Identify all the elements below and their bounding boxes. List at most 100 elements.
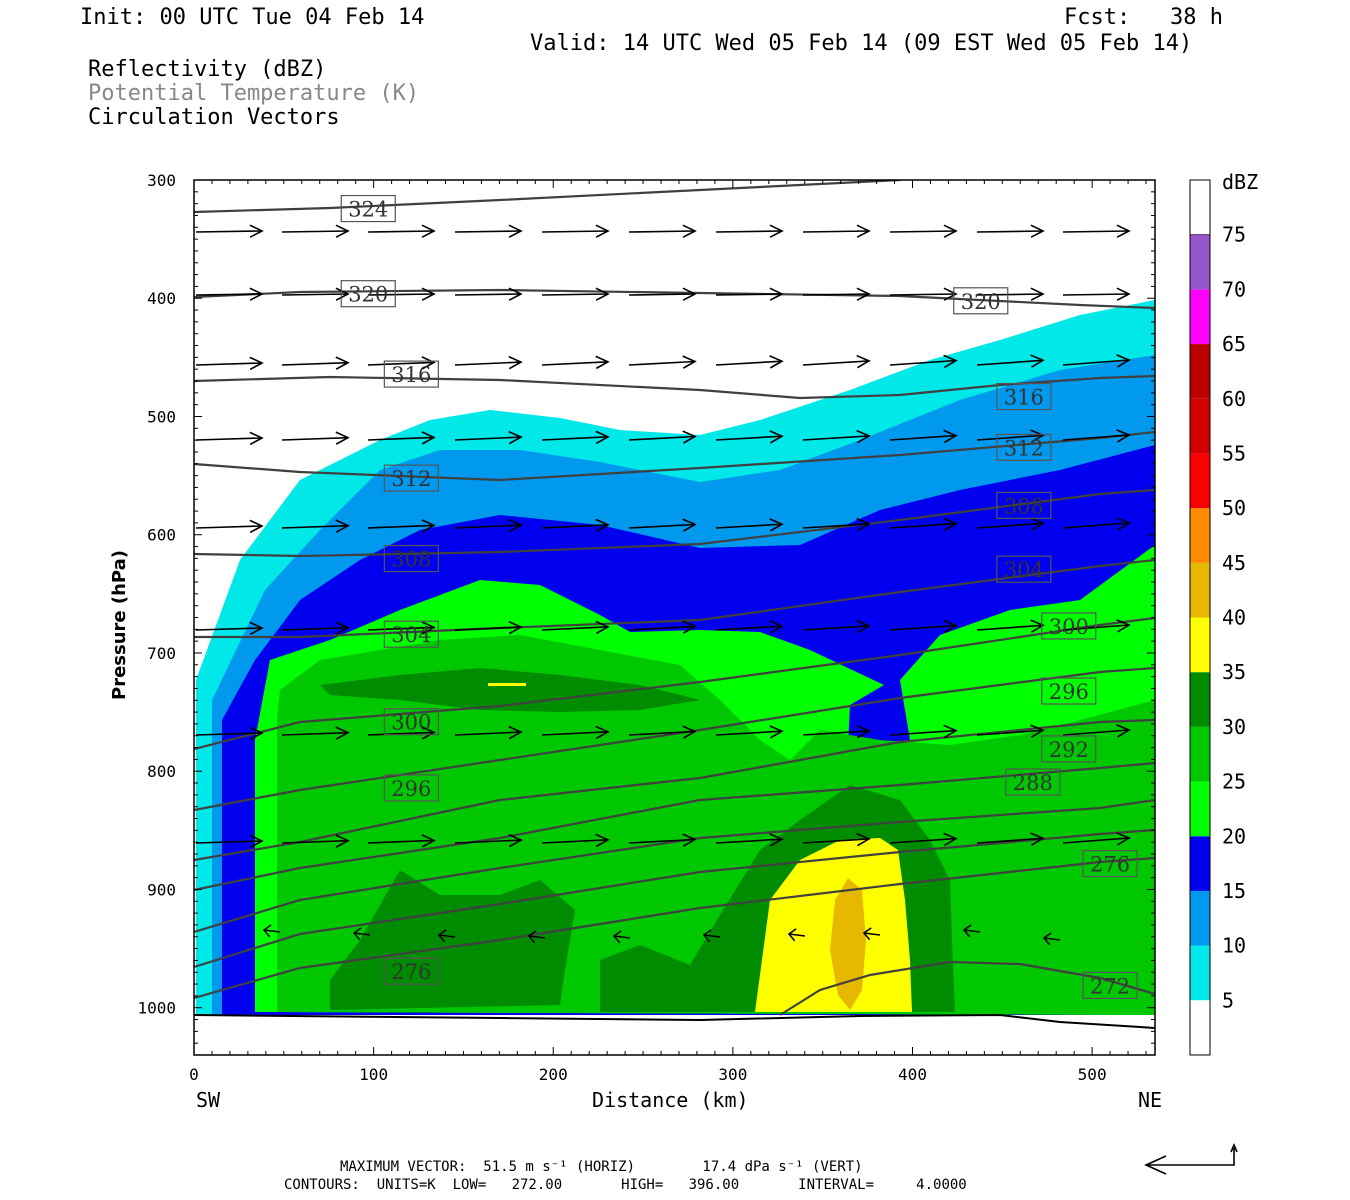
isentrope-label: 312 [996,433,1052,462]
colorbar-label: 20 [1222,824,1246,848]
svg-text:276: 276 [1090,853,1130,877]
circulation-vector [787,928,806,942]
svg-text:316: 316 [1004,386,1044,410]
colorbar-box [1190,398,1210,454]
circulation-vector [628,620,697,634]
circulation-vector [889,832,958,847]
circulation-vector [527,930,546,944]
circulation-vector [454,725,523,740]
init-time: Init: 00 UTC Tue 04 Feb 14 [80,5,425,30]
x-axis-title: Distance (km) [592,1088,749,1112]
circulation-vector [715,518,784,532]
isentrope-label: 300 [1041,612,1097,640]
isentrope-label: 304 [996,555,1052,583]
svg-text:320: 320 [961,290,1001,314]
dbz-region [330,870,575,1010]
circulation-vector [628,224,697,238]
circulation-vector [367,287,436,301]
y-tick-label: 900 [147,880,176,899]
colorbar-label: 65 [1222,332,1246,356]
circulation-vector [976,832,1045,846]
field-potential-temperature: Potential Temperature (K) [88,81,420,106]
circulation-vector [976,724,1045,738]
circulation-vector [889,429,958,444]
circulation-vector [889,619,958,634]
colorbar-box [1190,289,1210,345]
circulation-vector [715,725,784,739]
circulation-vector [802,224,871,238]
y-tick-label: 500 [147,407,176,426]
circulation-vector [889,354,958,369]
x-tick-label: 100 [359,1065,388,1084]
circulation-vector [702,929,721,943]
circulation-vector [367,834,436,848]
svg-text:308: 308 [391,548,431,572]
circulation-vector [195,431,264,446]
circulation-vector [541,224,610,238]
circulation-vector [628,430,697,444]
isentrope-label: 296 [1041,677,1097,705]
colorbar-label: 5 [1222,988,1234,1012]
circulation-vector [454,518,523,533]
circulation-vector [628,518,697,532]
colorbar-box [1190,1000,1210,1055]
circulation-vector [541,620,610,635]
circulation-vector [889,517,958,532]
circulation-vector [367,726,436,740]
isentrope-label: 308 [383,544,439,573]
isentrope [194,488,1155,558]
terrain-line [194,1013,1155,1029]
circulation-vector [454,224,523,238]
isentrope-label: 276 [383,957,439,985]
circulation-vector [1062,517,1131,531]
circulation-vector [454,430,523,445]
circulation-vector [281,834,350,848]
y-tick-label: 300 [147,171,176,190]
isentrope [194,761,1155,892]
circulation-vector [541,430,610,445]
circulation-vector [541,833,610,848]
circulation-vector [195,224,264,238]
colorbar-label: 60 [1222,387,1246,411]
circulation-vector [1042,932,1061,946]
svg-text:272: 272 [1090,974,1130,998]
isentrope-label: 288 [1005,768,1061,796]
x-tick-label: 300 [718,1065,747,1084]
circulation-vector [367,519,436,533]
colorbar-box [1190,836,1210,891]
circulation-vector [281,726,350,740]
circulation-vector [454,833,523,848]
circulation-vector [976,287,1045,301]
circulation-vector [889,724,958,739]
dbz-region [830,878,866,1010]
isentrope [194,374,1155,400]
circulation-vector [195,287,264,301]
colorbar-label: 10 [1222,934,1246,958]
circulation-vector [715,430,784,444]
colorbar-label: 25 [1222,770,1246,794]
colorbar-label: 75 [1222,223,1246,247]
circulation-vector [976,224,1045,238]
isentrope-label: 292 [1041,735,1097,763]
colorbar-box [1190,726,1210,782]
circulation-vector [541,725,610,740]
colorbar-label: 15 [1222,879,1246,903]
circulation-vector [802,429,871,444]
colorbar-box [1190,672,1210,727]
isentrope-label: 320 [340,280,396,308]
circulation-vector [976,619,1045,633]
svg-text:296: 296 [391,777,431,801]
svg-text:300: 300 [391,711,431,735]
circulation-vector [862,927,881,941]
colorbar-label: 30 [1222,715,1246,739]
circulation-vector [281,356,350,370]
isentrope-label: 296 [383,774,439,802]
circulation-vector [612,930,631,944]
circulation-vector [715,287,784,301]
isentrope [194,828,1155,969]
isentrope-label: 300 [383,708,439,736]
colorbar-box [1190,617,1210,673]
circulation-vector [715,833,784,847]
svg-text:308: 308 [1004,494,1044,518]
svg-text:312: 312 [1004,436,1044,460]
